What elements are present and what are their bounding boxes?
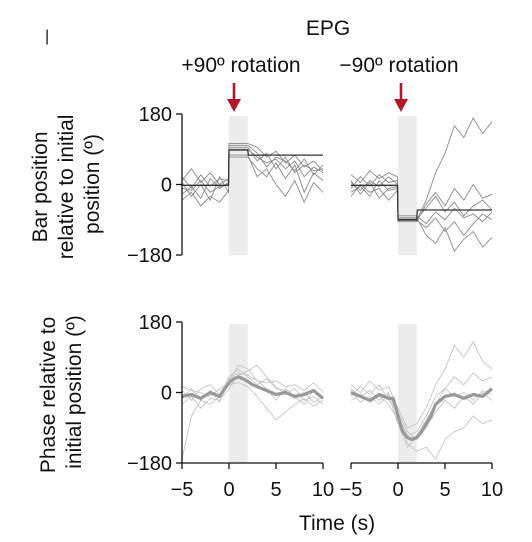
stimulus-window: [398, 116, 417, 255]
trial-line-5: [350, 116, 493, 221]
y-label-top: Bar position relative to initial positio…: [29, 109, 104, 260]
y-label-top-line-1: Bar position: [29, 131, 52, 242]
corner-mark: |: [45, 28, 49, 45]
y-label-top-line-3: position (º): [81, 134, 104, 234]
x-tick-label: 5: [270, 479, 281, 501]
y-tick-label: −180: [127, 453, 172, 475]
figure-title: EPG: [306, 17, 350, 40]
trial-line-1: [181, 364, 324, 460]
right-event-label: −90º rotation: [339, 54, 458, 77]
mean-line: [182, 149, 323, 186]
x-tick-label: 0: [392, 479, 403, 501]
x-tick-label: 0: [223, 479, 234, 501]
left-stimulus-arrow: [227, 83, 241, 112]
y-tick-label: −180: [127, 245, 172, 267]
trial-line-2: [350, 393, 493, 460]
y-label-bottom: Phase relative to initial position (º): [37, 311, 86, 473]
trial-line-5: [350, 372, 493, 449]
y-tick-label: 0: [161, 175, 172, 197]
stimulus-window: [229, 116, 248, 255]
mean-line: [350, 387, 494, 442]
x-tick-label: 10: [481, 479, 503, 501]
x-tick-label: −5: [340, 479, 363, 501]
panel-phase-minus90: −5 0 5 10: [340, 324, 503, 501]
arrow-head: [394, 99, 408, 112]
arrow-head: [227, 99, 241, 112]
stimulus-arrows: [227, 83, 408, 112]
panel-bar-position-minus90: [350, 116, 493, 255]
trial-line-3: [350, 170, 493, 223]
trial-line-6: [181, 142, 324, 186]
y-tick-label: 180: [139, 104, 172, 126]
trial-line-3: [181, 156, 324, 202]
trial-line-3: [350, 340, 493, 429]
mean-line: [351, 184, 492, 221]
stimulus-window: [229, 324, 248, 463]
x-axis-label: Time (s): [299, 512, 375, 535]
panel-bar-position-plus90: −180 0 180: [127, 104, 324, 267]
trial-line-4: [181, 144, 324, 190]
x-tick-label: −5: [171, 479, 194, 501]
right-stimulus-arrow: [394, 83, 408, 112]
left-event-label: +90º rotation: [181, 54, 300, 77]
y-tick-label: 0: [161, 383, 172, 405]
y-tick-label: 180: [139, 312, 172, 334]
y-label-top-line-2: relative to initial: [55, 115, 78, 260]
x-tick-label: 5: [439, 479, 450, 501]
x-tick-label: 10: [312, 479, 334, 501]
trial-line-6: [350, 183, 493, 225]
panel-phase-plus90: −180 0 180 −5 0 5 10: [127, 312, 334, 501]
mean-line: [181, 375, 325, 400]
stimulus-window: [398, 324, 417, 463]
y-label-bottom-line-1: Phase relative to: [37, 317, 60, 473]
y-label-bottom-line-2: initial position (º): [63, 315, 86, 469]
